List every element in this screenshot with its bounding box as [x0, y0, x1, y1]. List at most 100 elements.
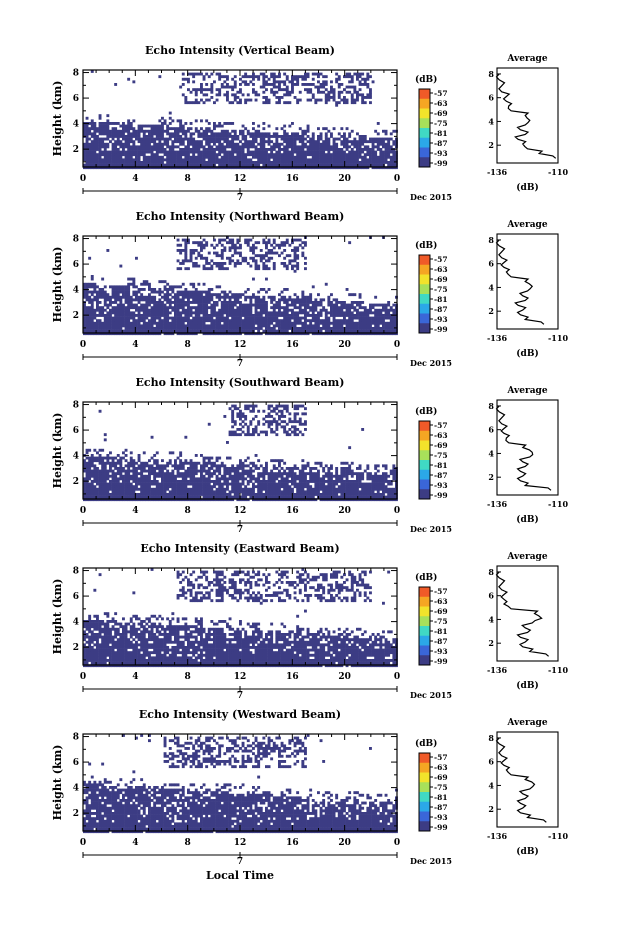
echo-cell — [129, 324, 133, 328]
echo-cell — [220, 303, 224, 307]
echo-cell — [244, 256, 248, 260]
echo-cell — [145, 158, 149, 162]
echo-cell — [226, 122, 229, 125]
echo-cell — [90, 150, 94, 154]
echo-cell — [109, 498, 112, 502]
echo-cell — [205, 127, 209, 131]
echo-cell — [361, 158, 365, 162]
echo-cell — [296, 83, 300, 86]
x-tick-label: 0 — [80, 340, 86, 350]
x-tick-label: 12 — [234, 340, 247, 350]
echo-cell — [202, 485, 206, 489]
echo-cell — [103, 480, 107, 483]
echo-cell — [267, 311, 271, 315]
echo-cell — [158, 314, 162, 317]
echo-cell — [356, 90, 359, 94]
echo-cell — [194, 329, 198, 333]
echo-cell — [127, 477, 131, 481]
echo-cell — [106, 311, 110, 315]
echo-cell — [283, 83, 287, 86]
echo-cell — [181, 311, 185, 315]
echo-cell — [210, 490, 214, 494]
echo-cell — [179, 454, 183, 457]
echo-cell — [374, 295, 378, 299]
echo-cell — [127, 487, 131, 491]
echo-cell — [314, 85, 318, 89]
echo-cell — [239, 254, 242, 258]
echo-cell — [184, 332, 188, 336]
echo-cell — [330, 303, 333, 307]
echo-cell — [132, 158, 136, 162]
echo-cell — [184, 101, 188, 105]
echo-cell — [288, 101, 292, 105]
echo-cell — [174, 480, 177, 483]
echo-cell — [207, 316, 211, 320]
echo-cell — [257, 124, 261, 128]
echo-cell — [140, 140, 144, 144]
echo-cell — [90, 135, 94, 138]
echo-cell — [252, 135, 255, 138]
echo-cell — [288, 161, 292, 164]
echo-cell — [88, 448, 92, 452]
echo-cell — [345, 161, 349, 164]
average-profile-line — [495, 239, 545, 325]
echo-cell — [116, 321, 120, 325]
date-label: Dec 2015 — [410, 358, 452, 368]
echo-cell — [153, 290, 157, 294]
echo-cell — [356, 158, 359, 162]
echo-cell — [189, 487, 193, 491]
echo-cell — [184, 251, 188, 255]
echo-cell — [106, 474, 110, 478]
echo-cell — [150, 150, 154, 154]
echo-cell — [236, 155, 240, 159]
echo-cell — [278, 298, 281, 302]
echo-cell — [98, 314, 102, 317]
echo-cell — [129, 295, 133, 299]
echo-cell — [384, 311, 388, 315]
echo-cell — [345, 140, 349, 144]
echo-cell — [161, 324, 164, 328]
echo-cell — [236, 327, 240, 330]
echo-cell — [358, 314, 362, 317]
echo-cell — [205, 163, 209, 167]
echo-cell — [93, 153, 97, 157]
echo-cell — [158, 474, 162, 478]
echo-cell — [228, 145, 232, 149]
echo-cell — [226, 314, 229, 317]
echo-cell — [392, 324, 396, 328]
echo-cell — [85, 464, 89, 468]
echo-cell — [288, 137, 292, 141]
echo-cell — [90, 461, 94, 465]
echo-cell — [179, 85, 183, 89]
echo-cell — [202, 166, 206, 170]
echo-cell — [132, 280, 136, 284]
echo-cell — [350, 101, 354, 105]
echo-cell — [171, 472, 175, 476]
echo-cell — [332, 314, 336, 317]
echo-cell — [265, 140, 268, 144]
echo-cell — [187, 166, 190, 170]
echo-cell — [194, 150, 198, 154]
echo-cell — [127, 308, 131, 312]
echo-cell — [132, 327, 136, 330]
echo-cell — [275, 137, 279, 141]
echo-cell — [244, 101, 248, 105]
echo-cell — [254, 93, 258, 97]
echo-cell — [111, 293, 115, 297]
echo-cell — [265, 75, 268, 79]
echo-cell — [257, 254, 261, 258]
echo-cell — [262, 140, 266, 144]
echo-cell — [161, 467, 164, 470]
echo-cell — [270, 329, 274, 333]
echo-cell — [254, 306, 258, 310]
echo-cell — [324, 158, 328, 162]
echo-cell — [163, 467, 167, 470]
echo-cell — [93, 485, 97, 489]
echo-cell — [174, 295, 177, 299]
echo-cell — [220, 264, 224, 268]
echo-cell — [111, 461, 115, 465]
echo-cell — [353, 316, 357, 320]
echo-cell — [267, 332, 271, 336]
echo-cell — [192, 490, 196, 494]
echo-cell — [200, 256, 203, 260]
